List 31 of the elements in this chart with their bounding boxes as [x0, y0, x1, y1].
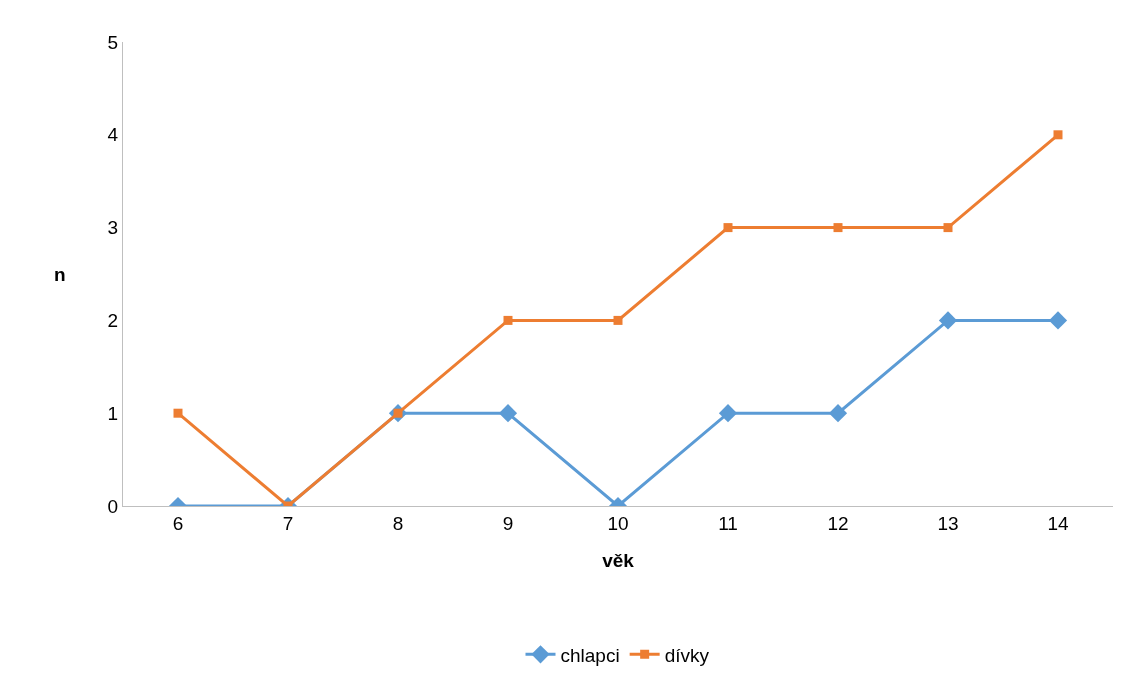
- point: [1053, 130, 1063, 140]
- point: [613, 315, 623, 325]
- point: [503, 315, 513, 325]
- point: [833, 223, 843, 233]
- y-axis-title: n: [54, 264, 66, 285]
- x-tick-label: 11: [718, 512, 738, 534]
- x-tick-label: 12: [827, 512, 849, 534]
- point: [943, 223, 953, 233]
- x-tick-label: 7: [282, 512, 294, 534]
- y-tick-label: 1: [107, 402, 119, 424]
- y-tick-label: 2: [107, 310, 119, 332]
- x-tick-label: 8: [392, 512, 404, 534]
- point: [1048, 311, 1068, 330]
- x-tick-label: 6: [172, 512, 184, 534]
- legend-label: dívky: [664, 644, 710, 666]
- x-tick-label: 10: [607, 512, 629, 534]
- x-tick-label: 9: [502, 512, 514, 534]
- point: [828, 404, 848, 423]
- x-axis-title: věk: [602, 549, 635, 571]
- y-tick-label: 3: [107, 217, 119, 239]
- y-tick-label: 5: [107, 31, 119, 53]
- legend-label: chlapci: [560, 644, 620, 666]
- point: [173, 408, 183, 418]
- point: [938, 311, 958, 330]
- y-tick-label: 4: [107, 124, 119, 146]
- point: [498, 404, 518, 423]
- point: [718, 404, 738, 423]
- x-tick-label: 13: [937, 512, 959, 534]
- x-tick-label: 14: [1047, 512, 1069, 534]
- point: [723, 223, 733, 233]
- y-tick-label: 0: [107, 495, 119, 517]
